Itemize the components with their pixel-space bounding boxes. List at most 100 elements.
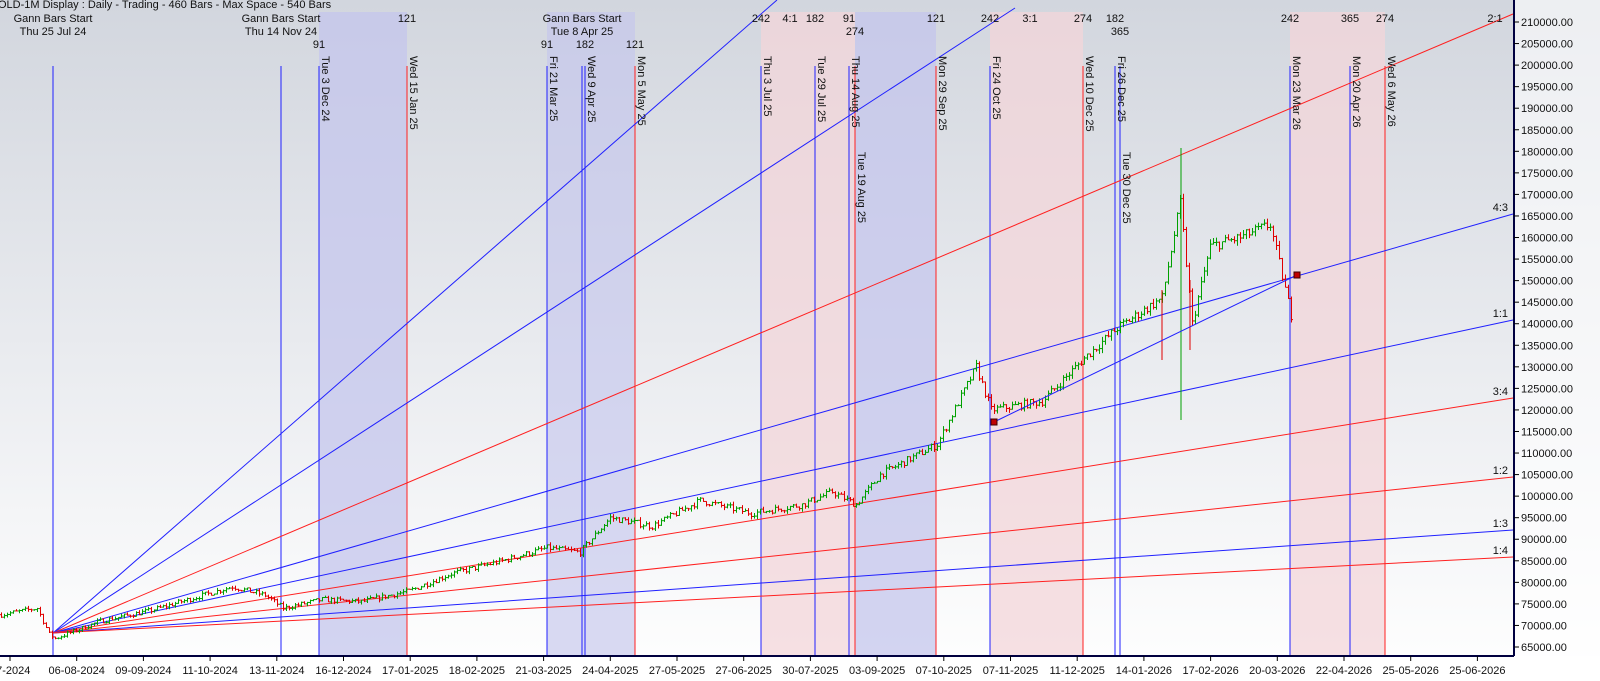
candle: [105, 620, 108, 624]
gann-fan-label: 1:3: [1493, 518, 1508, 530]
gann-fan-line-4x3: [52, 213, 1514, 634]
candle: [717, 501, 720, 504]
candle: [399, 591, 402, 595]
candle: [537, 546, 540, 551]
candle: [1269, 223, 1272, 232]
candle: [897, 461, 900, 469]
candle: [522, 553, 525, 557]
candle: [1233, 236, 1236, 244]
chart-title: OLD-1M Display : Daily - Trading - 460 B…: [0, 0, 332, 11]
trend-anchor-handle[interactable]: [990, 418, 998, 426]
candle: [195, 596, 198, 601]
candle: [393, 594, 396, 599]
candle: [726, 503, 729, 509]
candle: [9, 611, 12, 617]
candle: [1077, 362, 1080, 370]
x-tick-label: 21-03-2025: [515, 665, 571, 677]
candle: [1071, 365, 1074, 379]
candle: [738, 507, 741, 510]
candle: [51, 630, 54, 640]
candle: [204, 591, 207, 596]
time-cycle-count: 274: [846, 26, 864, 38]
candle: [789, 505, 792, 511]
candle: [936, 443, 939, 451]
candle: [429, 582, 432, 588]
x-tick-label: 09-09-2024: [115, 665, 171, 677]
time-cycle-count: 242: [752, 13, 770, 25]
candle: [381, 592, 384, 601]
candle: [192, 597, 195, 603]
candle: [1041, 399, 1044, 407]
candle: [693, 502, 696, 510]
candle: [1134, 310, 1137, 323]
candle: [258, 588, 261, 597]
candle: [624, 517, 627, 521]
candle: [207, 590, 210, 596]
candle: [801, 503, 804, 512]
gann-fan-label: 4:1: [782, 13, 797, 25]
candle: [102, 618, 105, 624]
candle: [420, 585, 423, 590]
candle: [225, 587, 228, 593]
candle: [159, 604, 162, 608]
candle: [549, 542, 552, 553]
candle: [906, 455, 909, 466]
candle: [852, 497, 855, 507]
candle: [384, 594, 387, 600]
candle: [81, 625, 84, 632]
candle: [900, 460, 903, 468]
candle: [0, 612, 3, 618]
candle: [837, 491, 840, 499]
candle: [804, 503, 807, 509]
candle: [708, 504, 711, 507]
candle: [663, 516, 666, 522]
time-cycle-date: Wed 9 Apr 25: [585, 56, 597, 122]
time-cycle-date: Tue 29 Jul 25: [815, 56, 827, 122]
y-tick-label: 115000.00: [1521, 426, 1572, 438]
time-cycle-count: 121: [398, 13, 416, 25]
candle: [585, 540, 588, 548]
candle: [1230, 238, 1233, 242]
candle: [678, 506, 681, 516]
candle: [1002, 401, 1005, 408]
candle: [69, 630, 72, 635]
candle: [1167, 261, 1170, 285]
candle: [339, 596, 342, 602]
candle: [363, 598, 366, 603]
candle: [378, 595, 381, 603]
candle: [597, 530, 600, 535]
candle: [1275, 235, 1278, 250]
gann-fan-line-1x1: [52, 319, 1514, 634]
candle: [213, 593, 216, 596]
candle: [1260, 223, 1263, 230]
candle: [651, 527, 654, 531]
candle: [477, 563, 480, 572]
candle: [867, 484, 870, 495]
time-cycle-count: 182: [1106, 13, 1124, 25]
time-cycle-date: Mon 23 Mar 26: [1290, 56, 1302, 130]
candle: [843, 490, 846, 502]
time-cycle-count: 91: [541, 39, 553, 51]
candle: [342, 598, 345, 601]
candle: [60, 635, 63, 640]
candle: [591, 538, 594, 546]
candle: [729, 502, 732, 509]
trend-anchor-handle[interactable]: [1293, 271, 1301, 279]
candle: [273, 596, 276, 603]
candle: [405, 587, 408, 594]
candle: [654, 520, 657, 531]
candle: [1257, 222, 1260, 230]
candle: [840, 492, 843, 495]
candle: [387, 594, 390, 599]
candle: [831, 488, 834, 494]
candle: [675, 511, 678, 517]
candle: [1221, 241, 1224, 250]
candle: [45, 622, 48, 629]
candle: [270, 595, 273, 601]
candle: [774, 504, 777, 514]
y-tick-label: 195000.00: [1521, 82, 1573, 94]
gann-fan-line-1x4: [52, 556, 1514, 634]
y-tick-label: 155000.00: [1521, 254, 1573, 266]
candle: [1086, 353, 1089, 361]
